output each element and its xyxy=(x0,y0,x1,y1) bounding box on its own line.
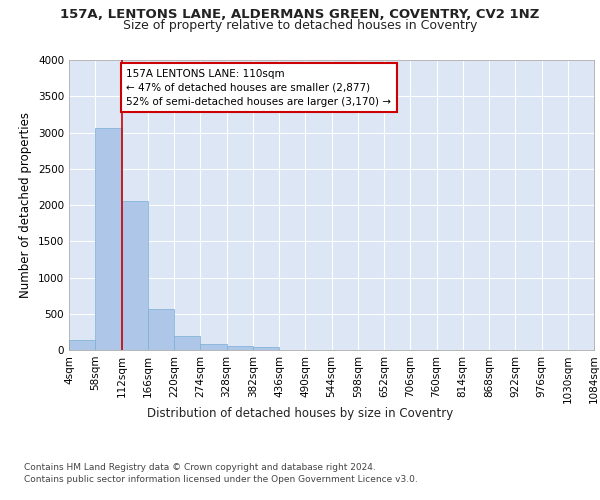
Text: Distribution of detached houses by size in Coventry: Distribution of detached houses by size … xyxy=(147,408,453,420)
Bar xyxy=(253,347,279,350)
Text: Size of property relative to detached houses in Coventry: Size of property relative to detached ho… xyxy=(123,19,477,32)
Bar xyxy=(148,310,174,350)
Text: Contains HM Land Registry data © Crown copyright and database right 2024.: Contains HM Land Registry data © Crown c… xyxy=(24,462,376,471)
Text: Contains public sector information licensed under the Open Government Licence v3: Contains public sector information licen… xyxy=(24,475,418,484)
Bar xyxy=(95,128,121,350)
Bar xyxy=(121,200,148,350)
Bar xyxy=(69,340,95,350)
Bar xyxy=(200,344,227,350)
Bar xyxy=(174,336,200,350)
Text: 157A, LENTONS LANE, ALDERMANS GREEN, COVENTRY, CV2 1NZ: 157A, LENTONS LANE, ALDERMANS GREEN, COV… xyxy=(61,8,539,20)
Bar xyxy=(227,346,253,350)
Y-axis label: Number of detached properties: Number of detached properties xyxy=(19,112,32,298)
Text: 157A LENTONS LANE: 110sqm
← 47% of detached houses are smaller (2,877)
52% of se: 157A LENTONS LANE: 110sqm ← 47% of detac… xyxy=(127,68,391,106)
